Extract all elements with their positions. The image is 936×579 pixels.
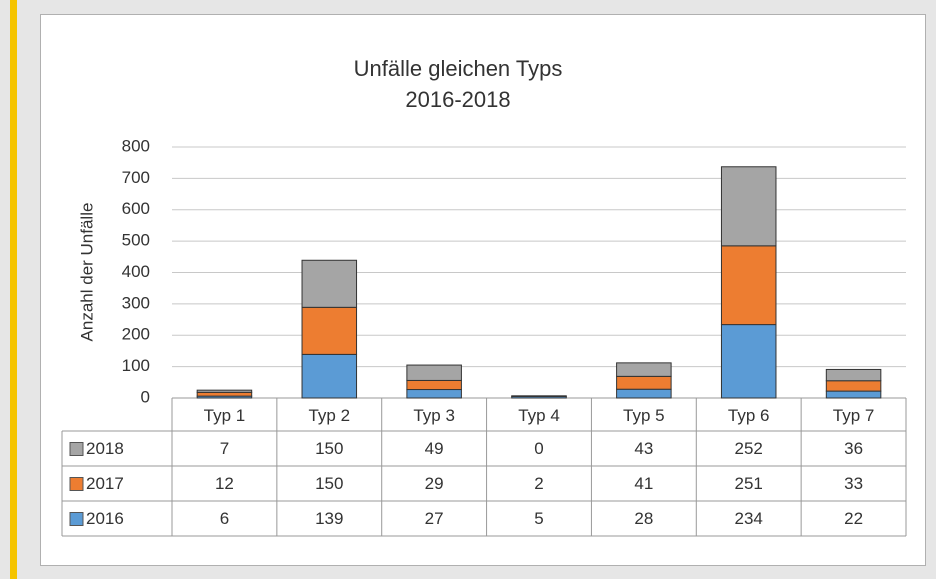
table-value: 6 [220, 509, 229, 528]
bar-segment [196, 391, 253, 397]
chart-subtitle: 2016-2018 [405, 87, 510, 112]
bar-segment [825, 368, 882, 382]
chart-frame [40, 14, 926, 566]
table-value: 150 [315, 439, 343, 458]
bar-segment [616, 375, 672, 390]
table-value: 29 [425, 474, 444, 493]
legend-key [69, 442, 84, 456]
x-tick-label: Typ 4 [518, 406, 560, 425]
chart-title: Unfälle gleichen Typs [354, 56, 563, 81]
bar-segment [301, 306, 358, 355]
y-tick-label: 500 [122, 231, 150, 250]
table-value: 5 [534, 509, 543, 528]
bar-segment [720, 245, 777, 326]
bar-segment [406, 379, 462, 391]
y-tick-label: 200 [122, 325, 150, 344]
bar-segment [720, 324, 777, 399]
legend-label: 2017 [86, 474, 124, 493]
table-value: 33 [844, 474, 863, 493]
table-value: 12 [215, 474, 234, 493]
bar-segment [616, 388, 672, 399]
legend-key [69, 477, 84, 491]
bar-segment [301, 259, 358, 308]
y-axis-label: Anzahl der Unfälle [77, 203, 96, 342]
table-value: 252 [735, 439, 763, 458]
table-value: 0 [534, 439, 543, 458]
y-tick-label: 700 [122, 168, 150, 187]
y-tick-label: 800 [122, 136, 150, 155]
table-value: 139 [315, 509, 343, 528]
y-tick-label: 0 [141, 387, 150, 406]
x-tick-label: Typ 7 [833, 406, 875, 425]
accent-bar [10, 0, 17, 579]
x-tick-label: Typ 2 [308, 406, 350, 425]
legend-key [69, 512, 84, 526]
x-tick-label: Typ 3 [413, 406, 455, 425]
x-tick-label: Typ 1 [204, 406, 246, 425]
table-value: 27 [425, 509, 444, 528]
table-value: 251 [735, 474, 763, 493]
bar-segment [825, 380, 882, 392]
bar-segment [196, 389, 253, 393]
x-tick-label: Typ 6 [728, 406, 770, 425]
bar-segment [301, 353, 358, 399]
table-value: 234 [735, 509, 763, 528]
bar-segment [616, 362, 672, 377]
table-value: 22 [844, 509, 863, 528]
table-value: 28 [634, 509, 653, 528]
x-tick-label: Typ 5 [623, 406, 665, 425]
bar-segment [720, 166, 777, 247]
bar-segment [406, 389, 462, 399]
table-value: 150 [315, 474, 343, 493]
table-value: 36 [844, 439, 863, 458]
legend-label: 2016 [86, 509, 124, 528]
table-value: 43 [634, 439, 653, 458]
table-value: 2 [534, 474, 543, 493]
y-tick-label: 600 [122, 199, 150, 218]
y-tick-label: 100 [122, 356, 150, 375]
table-value: 41 [634, 474, 653, 493]
table-value: 7 [220, 439, 229, 458]
table-value: 49 [425, 439, 444, 458]
y-tick-label: 400 [122, 262, 150, 281]
bar-segment [511, 395, 567, 397]
legend-label: 2018 [86, 439, 124, 458]
y-tick-label: 300 [122, 293, 150, 312]
bar-segment [825, 390, 882, 399]
bar-segment [406, 364, 462, 381]
